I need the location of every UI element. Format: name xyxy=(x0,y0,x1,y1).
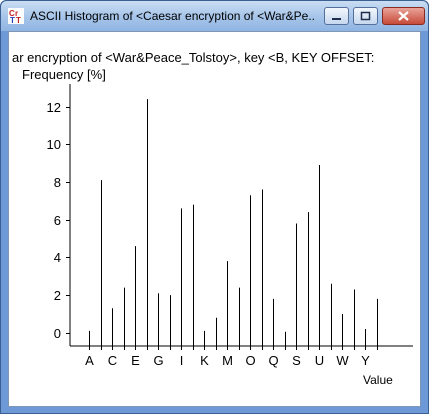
svg-text:C: C xyxy=(9,9,15,18)
x-tick-label: S xyxy=(292,353,301,368)
x-tick-label: A xyxy=(85,353,94,368)
y-axis-label: Frequency [%] xyxy=(22,67,106,82)
x-tick-label: W xyxy=(336,353,349,368)
x-tick-label: K xyxy=(200,353,209,368)
y-tick-label: 12 xyxy=(47,100,61,115)
close-button[interactable] xyxy=(382,7,425,25)
y-tick-label: 4 xyxy=(54,250,61,265)
cryptool-app-icon: C r T T xyxy=(8,8,24,24)
y-tick-label: 6 xyxy=(54,213,61,228)
x-tick-label: Q xyxy=(268,353,278,368)
chart-area: ar encryption of <War&Peace_Tolstoy>, ke… xyxy=(8,31,421,407)
x-tick-label: U xyxy=(315,353,324,368)
y-tick-label: 8 xyxy=(54,175,61,190)
maximize-button[interactable] xyxy=(353,7,378,25)
x-tick-label: Y xyxy=(361,353,370,368)
maximize-icon xyxy=(360,11,371,21)
x-tick-label: G xyxy=(153,353,163,368)
svg-text:r: r xyxy=(15,9,18,18)
svg-text:T: T xyxy=(16,16,21,24)
close-icon xyxy=(398,11,409,21)
minimize-button[interactable] xyxy=(324,7,349,25)
x-tick-label: C xyxy=(108,353,117,368)
minimize-icon xyxy=(332,18,341,20)
x-tick-label: O xyxy=(245,353,255,368)
x-axis-label: Value xyxy=(363,373,393,387)
y-tick-label: 2 xyxy=(54,288,61,303)
histogram-chart: ar encryption of <War&Peace_Tolstoy>, ke… xyxy=(12,50,413,387)
x-tick-label: I xyxy=(180,353,184,368)
y-tick-label: 10 xyxy=(47,137,61,152)
chart-title: ar encryption of <War&Peace_Tolstoy>, ke… xyxy=(12,50,374,65)
svg-text:T: T xyxy=(10,16,15,24)
x-tick-label: M xyxy=(222,353,233,368)
y-tick-label: 0 xyxy=(54,326,61,341)
x-tick-label: E xyxy=(131,353,140,368)
window-title: ASCII Histogram of <Caesar encryption of… xyxy=(30,9,315,23)
title-bar[interactable]: C r T T ASCII Histogram of <Caesar encry… xyxy=(1,1,428,31)
